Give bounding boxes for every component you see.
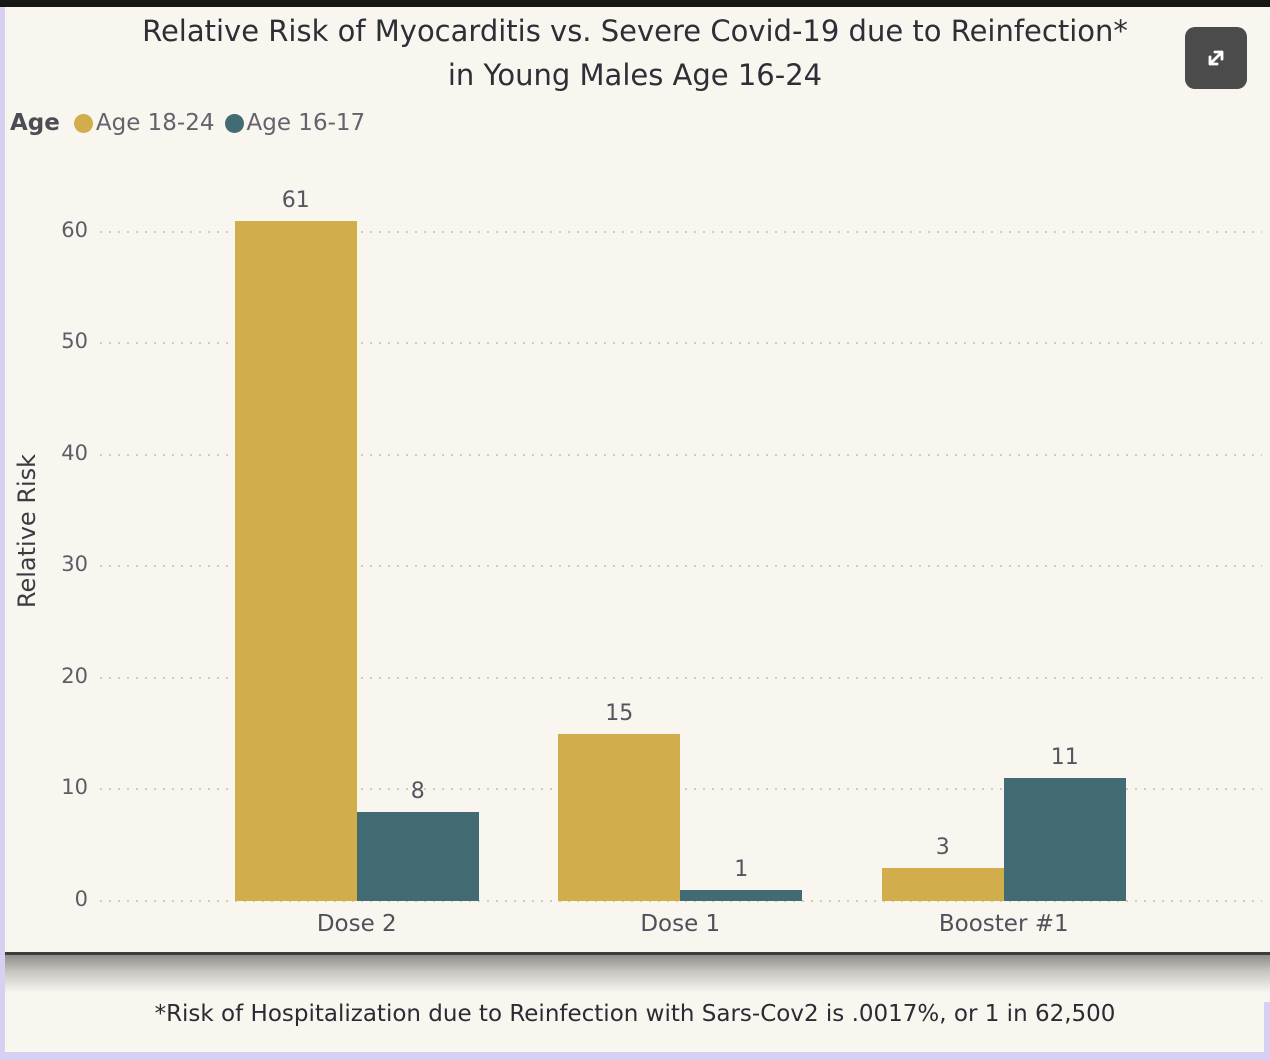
legend-item-age-16-17[interactable]: Age 16-17 xyxy=(224,110,366,136)
legend-swatch-icon xyxy=(224,113,244,133)
bar-age-16-17-dose-2[interactable] xyxy=(356,811,479,901)
top-border xyxy=(0,0,1270,7)
bar-age-18-24-booster-#1[interactable] xyxy=(881,867,1004,901)
chart-title: Relative Risk of Myocarditis vs. Severe … xyxy=(0,9,1270,97)
bottom-edge-strip xyxy=(0,1052,1270,1060)
expand-arrows-icon xyxy=(1200,42,1232,74)
bar-age-18-24-dose-2[interactable] xyxy=(234,220,357,901)
y-tick-label-30: 30 xyxy=(61,552,88,577)
x-category-label-2: Dose 1 xyxy=(640,911,721,937)
bar-value-label: 8 xyxy=(410,778,425,804)
gridline-60 xyxy=(100,230,1262,233)
bar-value-label: 1 xyxy=(734,856,749,882)
footnote: *Risk of Hospitalization due to Reinfect… xyxy=(154,1001,1116,1027)
gridline-20 xyxy=(100,676,1262,679)
bar-value-label: 15 xyxy=(605,700,634,726)
legend-swatch-icon xyxy=(73,113,93,133)
chart-title-line1: Relative Risk of Myocarditis vs. Severe … xyxy=(142,14,1128,48)
legend-item-label: Age 18-24 xyxy=(95,110,215,136)
y-tick-label-50: 50 xyxy=(61,329,88,354)
y-tick-label-10: 10 xyxy=(61,775,88,800)
y-tick-label-60: 60 xyxy=(61,217,88,242)
expand-button[interactable] xyxy=(1185,27,1247,89)
y-tick-label-20: 20 xyxy=(61,663,88,688)
divider-shadow xyxy=(5,955,1270,992)
bar-age-18-24-dose-1[interactable] xyxy=(558,733,681,901)
right-edge-strip xyxy=(1264,1002,1270,1054)
x-category-label-3: Booster #1 xyxy=(938,911,1069,937)
gridline-30 xyxy=(100,565,1262,568)
chart-title-line2: in Young Males Age 16-24 xyxy=(447,58,823,92)
legend: Age Age 18-24 Age 16-17 xyxy=(10,110,365,136)
y-tick-label-40: 40 xyxy=(61,440,88,465)
bar-value-label: 11 xyxy=(1050,745,1079,771)
chart-bottom-divider xyxy=(5,952,1270,955)
legend-item-label: Age 16-17 xyxy=(246,110,366,136)
bar-age-16-17-booster-#1[interactable] xyxy=(1003,778,1126,901)
legend-title: Age xyxy=(10,110,60,136)
bar-value-label: 61 xyxy=(281,187,310,213)
x-category-label-1: Dose 2 xyxy=(316,911,397,937)
gridline-10 xyxy=(100,788,1262,791)
left-edge-strip xyxy=(0,0,5,1060)
bar-age-16-17-dose-1[interactable] xyxy=(680,889,803,901)
gridline-50 xyxy=(100,342,1262,345)
gridline-0 xyxy=(100,900,1262,902)
y-tick-label-0: 0 xyxy=(74,887,88,911)
bar-value-label: 3 xyxy=(935,834,950,860)
gridline-40 xyxy=(100,453,1262,456)
legend-item-age-18-24[interactable]: Age 18-24 xyxy=(73,110,215,136)
